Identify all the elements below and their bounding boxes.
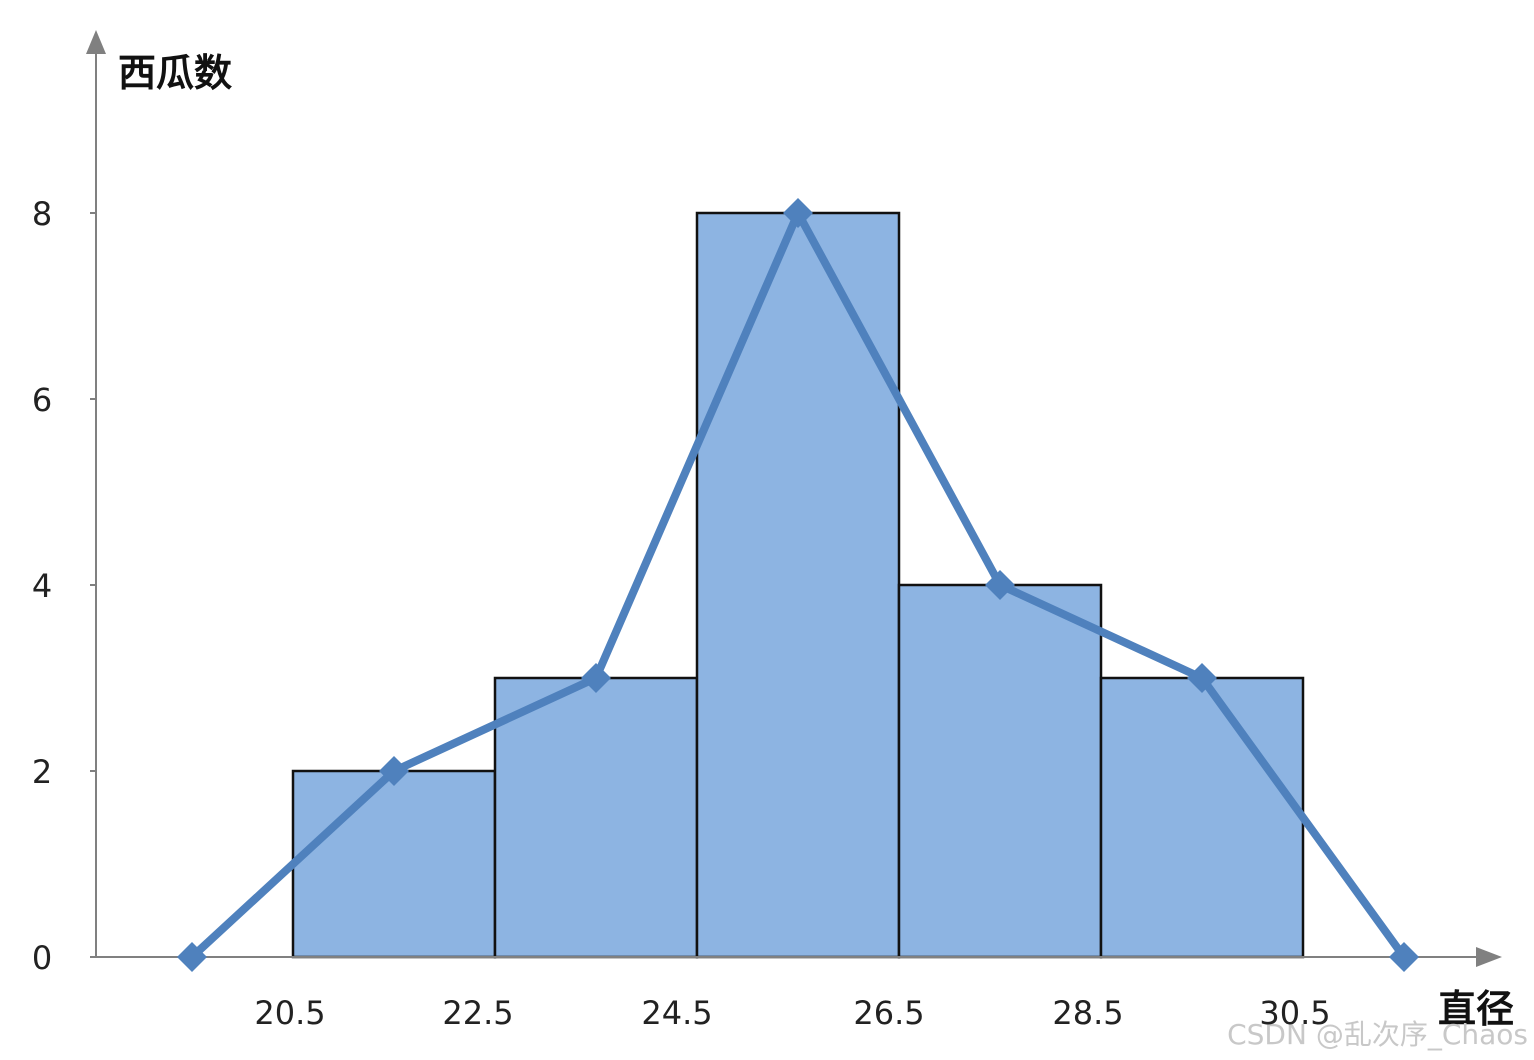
x-tick-label: 26.5 xyxy=(853,994,924,1032)
axes-layer xyxy=(86,30,1502,967)
x-tick-label: 20.5 xyxy=(254,994,325,1032)
bar-4 xyxy=(897,583,1103,959)
x-axis-title: 直径 xyxy=(1438,987,1514,1031)
polygon-point-2 xyxy=(379,756,409,786)
watermark: CSDN @乱次序_Chaos xyxy=(1227,1018,1528,1051)
polygon-point-3 xyxy=(581,663,611,693)
bar-2 xyxy=(493,676,699,959)
x-tick-label: 28.5 xyxy=(1052,994,1123,1032)
y-tick-label: 2 xyxy=(32,753,52,791)
bar-5 xyxy=(1099,676,1305,959)
bar-1 xyxy=(291,769,497,959)
polygon-point-7 xyxy=(1389,942,1419,972)
y-axis-arrow xyxy=(86,30,106,54)
y-axis-title: 西瓜数 xyxy=(118,51,232,95)
polygon-point-4 xyxy=(783,198,813,228)
labels-layer: 西瓜数 直径 CSDN @乱次序_Chaos 0 2 4 6 8 20.5 22.5 24.5… xyxy=(32,51,1528,1051)
y-tick-label: 4 xyxy=(32,567,52,605)
y-tick-label: 8 xyxy=(32,195,52,233)
bars-layer xyxy=(291,211,1305,959)
x-tick-label: 22.5 xyxy=(442,994,513,1032)
bar-3 xyxy=(695,211,901,959)
polygon-point-5 xyxy=(985,570,1015,600)
polygon-point-1 xyxy=(177,942,207,972)
x-tick-label: 24.5 xyxy=(641,994,712,1032)
y-tick-label: 0 xyxy=(32,939,52,977)
polygon-point-6 xyxy=(1187,663,1217,693)
frequency-polygon xyxy=(177,198,1419,972)
x-axis-arrow xyxy=(1476,947,1502,967)
y-tick-label: 6 xyxy=(32,381,52,419)
x-tick-label: 30.5 xyxy=(1259,994,1330,1032)
